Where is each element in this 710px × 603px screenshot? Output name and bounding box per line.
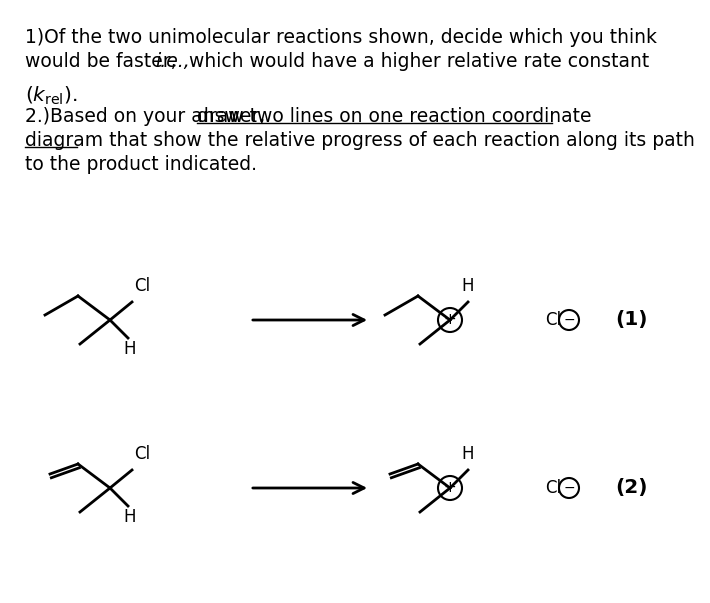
Text: +: + [444, 312, 457, 327]
Text: which would have a higher relative rate constant: which would have a higher relative rate … [183, 52, 649, 71]
Text: draw two lines on one reaction coordinate: draw two lines on one reaction coordinat… [197, 107, 591, 126]
Text: i.e.,: i.e., [155, 52, 190, 71]
Text: H: H [462, 277, 474, 295]
Text: −: − [563, 481, 575, 495]
Text: (2): (2) [615, 479, 648, 497]
Text: H: H [124, 340, 136, 358]
Text: 1)Of the two unimolecular reactions shown, decide which you think: 1)Of the two unimolecular reactions show… [25, 28, 657, 47]
Text: diagram that show the relative progress of each reaction along its path: diagram that show the relative progress … [25, 131, 695, 150]
Text: Cl: Cl [134, 445, 150, 463]
Text: to the product indicated.: to the product indicated. [25, 155, 257, 174]
Text: Cl: Cl [545, 311, 561, 329]
Text: H: H [124, 508, 136, 526]
Text: Cl: Cl [134, 277, 150, 295]
Text: Cl: Cl [545, 479, 561, 497]
Text: 2.)Based on your answer,: 2.)Based on your answer, [25, 107, 271, 126]
Text: +: + [444, 481, 457, 496]
Text: ($k_\mathregular{rel}$).: ($k_\mathregular{rel}$). [25, 85, 77, 107]
Text: −: − [563, 313, 575, 327]
Text: (1): (1) [615, 311, 648, 329]
Text: would be faster,: would be faster, [25, 52, 182, 71]
Text: H: H [462, 445, 474, 463]
